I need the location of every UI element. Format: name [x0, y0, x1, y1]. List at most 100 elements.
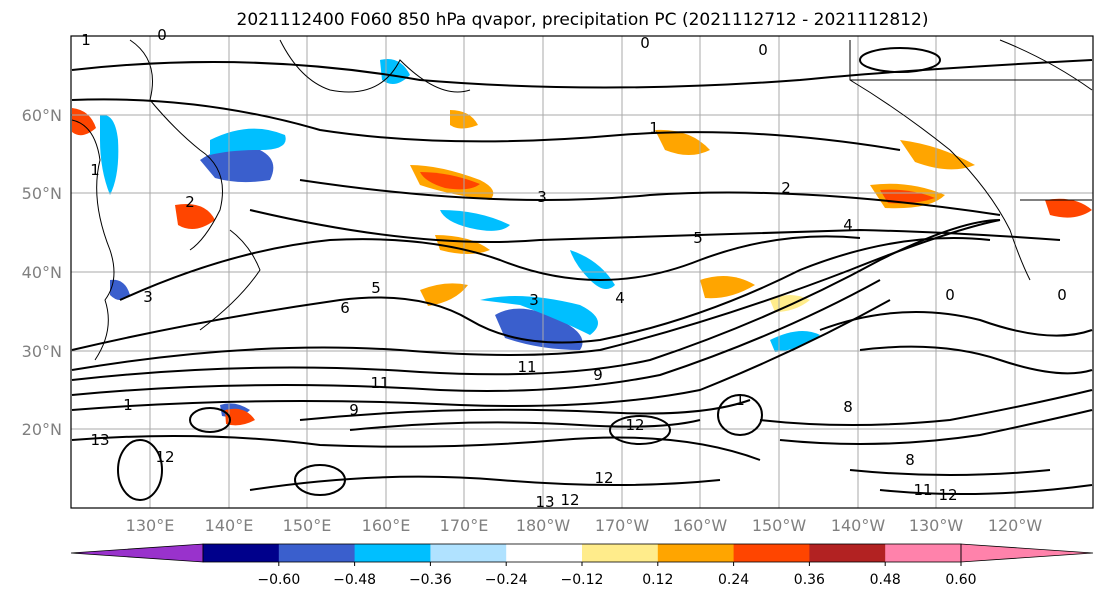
graticule: [71, 36, 1093, 508]
colorbar-segment: [354, 544, 431, 562]
colorbar-tick-label: −0.24: [485, 572, 528, 588]
contour-label: 1: [649, 119, 659, 137]
contour-label: 1: [90, 161, 100, 179]
colorbar-tick-label: 0.24: [718, 572, 749, 588]
lon-label: 140°E: [205, 516, 254, 535]
contour-label: 3: [529, 291, 539, 309]
orange-patch: [72, 108, 96, 136]
lon-label: 130°W: [909, 516, 964, 535]
colorbar-segment: [885, 544, 962, 562]
orange-patch: [700, 276, 755, 299]
contour-label: 11: [370, 374, 389, 392]
yellow-patch: [770, 295, 810, 312]
contour-label: 8: [843, 398, 853, 416]
blue-patch: [440, 210, 510, 231]
colorbar-segment: [657, 544, 735, 562]
colorbar-segment: [733, 544, 810, 562]
contour-label: 13: [90, 431, 109, 449]
contour-label: 3: [537, 188, 547, 206]
colorbar-tick-label: 0.36: [794, 572, 825, 588]
contour-label: 0: [640, 34, 650, 52]
contour-label: 2: [781, 179, 791, 197]
contour-label: 2: [185, 193, 195, 211]
blue-patch: [110, 279, 130, 300]
contour-label: 9: [593, 366, 603, 384]
contour-label: 1: [735, 391, 745, 409]
lon-label: 130°E: [126, 516, 175, 535]
lon-label: 120°W: [988, 516, 1043, 535]
contour-label: 0: [758, 41, 768, 59]
contour-label: 12: [625, 416, 644, 434]
orange-patch: [225, 408, 255, 426]
lat-label: 30°N: [22, 342, 62, 361]
colorbar-tick-label: 0.48: [870, 572, 901, 588]
colorbar-extend-right: [960, 543, 1094, 563]
contour-label: 13: [535, 493, 554, 511]
contour-label: 12: [594, 469, 613, 487]
lon-label: 150°E: [283, 516, 332, 535]
blue-patch: [495, 308, 583, 350]
blue-patch: [770, 331, 820, 352]
colorbar-tick-label: −0.60: [257, 572, 300, 588]
colorbar-segment: [506, 544, 583, 562]
contour-label: 1: [123, 396, 133, 414]
lon-label: 140°W: [831, 516, 886, 535]
red-patch: [420, 172, 480, 190]
contour-label: 0: [945, 286, 955, 304]
blue-patch: [480, 296, 598, 335]
longitude-labels: 130°E 140°E 150°E 160°E 170°E 180°W 170°W 160°W…: [126, 516, 1043, 535]
lon-label: 160°E: [362, 516, 411, 535]
contour-label: 12: [560, 491, 579, 509]
contour-label: 0: [1057, 286, 1067, 304]
orange-patch: [420, 283, 468, 306]
qvapor-contours: [71, 47, 1093, 501]
contour-label: 5: [371, 279, 381, 297]
contour-label: 9: [349, 401, 359, 419]
lat-label: 20°N: [22, 420, 62, 439]
orange-patch: [435, 235, 490, 254]
blue-patch: [100, 114, 119, 195]
chart-title: 2021112400 F060 850 hPa qvapor, precipit…: [236, 10, 929, 30]
contour-label: 8: [905, 451, 915, 469]
lon-label: 150°W: [752, 516, 807, 535]
blue-patch: [200, 146, 274, 183]
orange-patch: [1045, 198, 1092, 218]
colorbar-segment: [809, 544, 886, 562]
contour-label: 12: [155, 448, 174, 466]
orange-patch: [175, 204, 215, 229]
lat-label: 50°N: [22, 184, 62, 203]
lon-label: 180°W: [516, 516, 571, 535]
orange-patch: [900, 140, 975, 170]
contour-label: 11: [913, 481, 932, 499]
map-frame: [70, 35, 1094, 509]
contour-label: 11: [517, 358, 536, 376]
contour-label: 12: [938, 486, 957, 504]
colorbar-tick-label: 0.60: [945, 572, 976, 588]
colorbar-segment: [278, 544, 356, 562]
lat-label: 40°N: [22, 263, 62, 282]
contour-label: 6: [340, 299, 350, 317]
colorbar: −0.60 −0.48 −0.36 −0.24 −0.12 0.12 0.24 0.36 0.4…: [70, 543, 1094, 588]
colorbar-tick-label: −0.12: [561, 572, 604, 588]
colorbar-segment: [430, 544, 507, 562]
lon-label: 170°W: [595, 516, 650, 535]
lon-label: 170°E: [440, 516, 489, 535]
lon-label: 160°W: [673, 516, 728, 535]
colorbar-tick-label: −0.48: [333, 572, 376, 588]
blue-patch: [570, 250, 615, 289]
contour-label: 3: [143, 288, 153, 306]
contour-label: 5: [693, 229, 703, 247]
contour-label: 0: [157, 26, 167, 44]
contour-label: 1: [81, 31, 91, 49]
contour-label: 4: [843, 216, 853, 234]
orange-patch: [655, 129, 710, 155]
colorbar-segment: [203, 544, 280, 562]
colorbar-extend-left: [70, 543, 204, 563]
lat-label: 60°N: [22, 106, 62, 125]
colorbar-tick-label: 0.12: [642, 572, 673, 588]
colorbar-segment: [582, 544, 659, 562]
latitude-labels: 60°N 50°N 40°N 30°N 20°N: [22, 106, 62, 439]
colorbar-tick-label: −0.36: [409, 572, 452, 588]
contour-label: 4: [615, 289, 625, 307]
